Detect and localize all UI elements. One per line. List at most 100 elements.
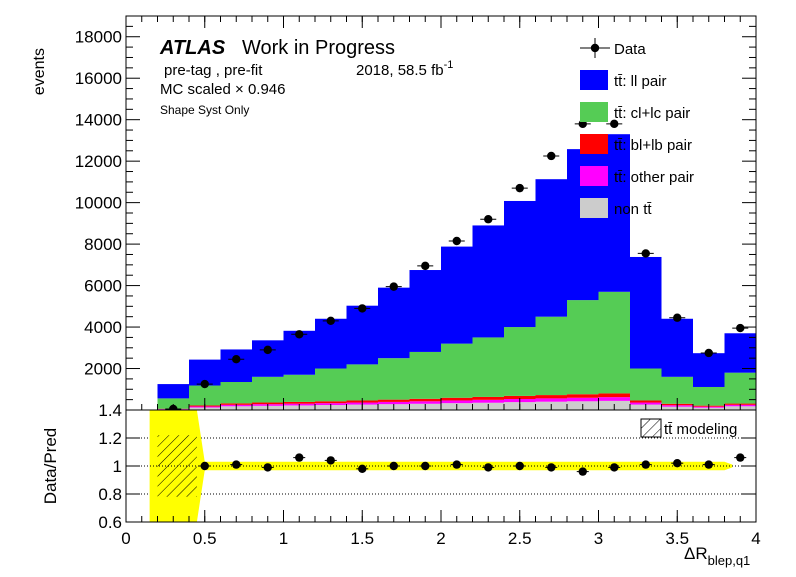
top-ytick-label-8: 18000 [75, 28, 122, 47]
legend-label-0: tt̄: ll pair [614, 73, 667, 90]
legend-data-marker [591, 44, 599, 52]
legend-swatch-modeling [641, 419, 661, 437]
x-label-sub: blep,q1 [708, 553, 751, 568]
bar-s4-b12 [504, 201, 536, 327]
bar-s4-b3 [221, 349, 253, 382]
data-point-16 [673, 314, 681, 322]
bar-s1-b13 [536, 398, 568, 401]
bar-s4-b16 [630, 257, 662, 369]
ratio-point-17 [736, 453, 744, 461]
top-ytick-label-2: 6000 [84, 277, 122, 296]
syst-label: Shape Syst Only [160, 103, 249, 117]
work-in-progress-label: Work in Progress [242, 37, 395, 59]
legend-label-data: Data [614, 41, 646, 58]
data-point-11 [516, 184, 524, 192]
bar-s4-b6 [315, 319, 347, 369]
selection-label: pre-tag , pre-fit [164, 62, 263, 79]
bar-s3-b6 [315, 369, 347, 402]
bar-s4-b1 [158, 384, 190, 398]
bar-s3-b5 [284, 375, 316, 402]
mc-scale-label: MC scaled × 0.946 [160, 81, 286, 98]
top-ytick-label-6: 14000 [75, 111, 122, 130]
bot-ytick-label-1: 0.8 [98, 485, 122, 504]
bot-ytick-label-4: 1.4 [98, 401, 122, 420]
data-point-2 [232, 355, 240, 363]
ratio-point-3 [295, 453, 303, 461]
bar-s2-b4 [252, 403, 284, 405]
bar-s1-b9 [410, 401, 442, 403]
bot-ytick-label-2: 1 [113, 457, 122, 476]
ratio-point-5 [358, 465, 366, 473]
bar-s4-b9 [410, 270, 442, 352]
bar-s3-b8 [378, 358, 410, 399]
top-ytick-label-1: 4000 [84, 318, 122, 337]
legend-label-3: tt̄: other pair [614, 169, 694, 186]
ratio-point-2 [264, 463, 272, 471]
bar-s3-b10 [441, 344, 473, 398]
bot-xtick-label-6: 3 [594, 529, 603, 548]
legend-label-modeling: tt̄ modeling [664, 421, 737, 438]
top-y-label: events [31, 48, 48, 95]
data-point-15 [642, 249, 650, 257]
top-ytick-label-3: 8000 [84, 235, 122, 254]
bar-s1-b8 [378, 402, 410, 404]
bar-s3-b15 [599, 292, 631, 394]
bar-s2-b14 [567, 394, 599, 398]
bar-s2-b11 [473, 397, 505, 400]
legend-swatch-0 [580, 70, 608, 90]
ratio-point-0 [201, 462, 209, 470]
bar-s4-b10 [441, 247, 473, 344]
legend-swatch-2 [580, 134, 608, 154]
data-point-3 [264, 346, 272, 354]
bot-xtick-label-2: 1 [279, 529, 288, 548]
bar-s2-b10 [441, 398, 473, 401]
bar-s4-b11 [473, 225, 505, 337]
ratio-point-10 [516, 462, 524, 470]
data-point-17 [705, 349, 713, 357]
bot-xtick-label-3: 1.5 [350, 529, 374, 548]
bar-s3-b12 [504, 327, 536, 396]
lumi-exponent: -1 [444, 59, 454, 71]
data-point-1 [201, 380, 209, 388]
x-axis-title: ΔRblep,q1 [684, 544, 750, 568]
bar-s4-b17 [662, 319, 694, 377]
ratio-point-14 [642, 460, 650, 468]
ratio-point-15 [673, 459, 681, 467]
atlas-label: ATLAS [159, 37, 226, 59]
data-point-7 [390, 282, 398, 290]
bar-s4-b8 [378, 288, 410, 359]
bar-s1-b14 [567, 398, 599, 402]
top-ytick-label-4: 10000 [75, 194, 122, 213]
bot-ytick-label-0: 0.6 [98, 513, 122, 532]
bot-xtick-label-8: 4 [751, 529, 760, 548]
data-point-4 [295, 330, 303, 338]
ratio-point-8 [453, 460, 461, 468]
bar-s3-b4 [252, 377, 284, 403]
ratio-point-9 [484, 463, 492, 471]
bar-s1-b15 [599, 397, 631, 401]
legend-label-4: non tt̄ [614, 201, 652, 218]
legend-label-1: tt̄: cl+lc pair [614, 105, 690, 122]
ratio-point-1 [232, 460, 240, 468]
bar-s2-b15 [599, 393, 631, 397]
bar-s2-b6 [315, 401, 347, 403]
bot-xtick-label-5: 2.5 [508, 529, 532, 548]
ratio-point-13 [610, 463, 618, 471]
bar-s4-b7 [347, 306, 379, 365]
data-point-8 [421, 262, 429, 270]
bar-s2-b9 [410, 399, 442, 401]
bar-s4-b19 [725, 333, 757, 372]
ratio-point-6 [390, 462, 398, 470]
legend-item-data: Data [580, 38, 646, 58]
top-ytick-label-5: 12000 [75, 152, 122, 171]
ratio-point-11 [547, 463, 555, 471]
data-point-5 [327, 317, 335, 325]
bar-s4-b13 [536, 179, 568, 316]
bar-s1-b10 [441, 400, 473, 403]
bar-s3-b18 [693, 387, 725, 406]
top-ytick-label-7: 16000 [75, 69, 122, 88]
bar-s4-b18 [693, 353, 725, 387]
